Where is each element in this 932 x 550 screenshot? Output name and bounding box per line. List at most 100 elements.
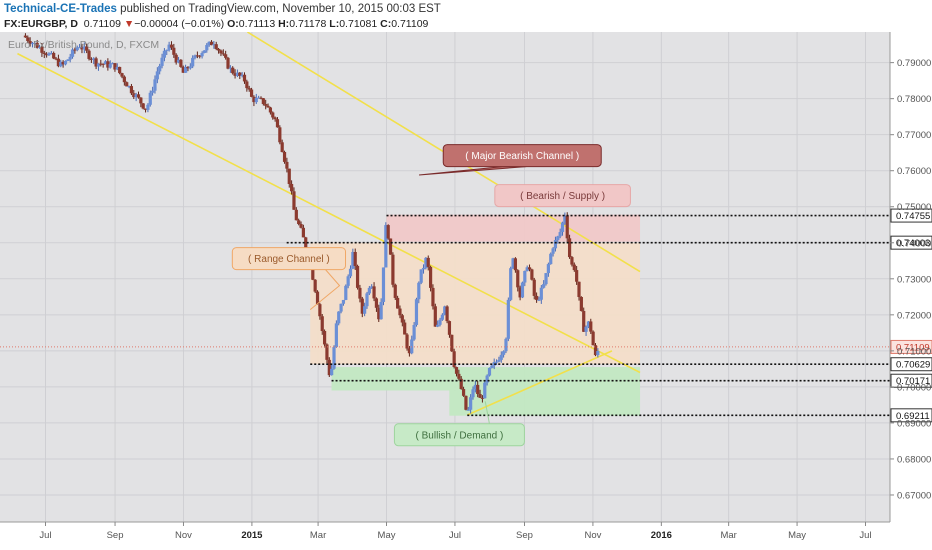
candle-up	[473, 384, 477, 390]
publish-info: Technical-CE-Trades published on Trading…	[4, 3, 441, 15]
y-tick-label: 0.76000	[897, 166, 931, 177]
candle-up	[471, 389, 475, 398]
candle-down	[593, 345, 598, 356]
candle-down	[247, 88, 251, 90]
candle-down	[273, 117, 277, 120]
candle-down	[318, 304, 322, 317]
candle-down	[209, 41, 214, 46]
high-value: 0.71178	[289, 18, 327, 30]
candle-up	[384, 225, 388, 268]
y-tick-label: 0.73000	[897, 274, 931, 285]
candle-up	[202, 50, 207, 53]
candle-down	[428, 266, 433, 288]
candle-up	[410, 339, 414, 354]
y-tick-label: 0.70000	[897, 382, 931, 393]
candle-up	[254, 97, 258, 103]
x-tick-label: 2015	[241, 530, 263, 541]
candle-down	[136, 94, 141, 98]
candle-down	[565, 215, 569, 239]
candle-up	[341, 299, 346, 304]
candle-down	[530, 269, 534, 280]
x-tick-label: Nov	[175, 530, 192, 541]
candle-down	[301, 227, 305, 238]
open-value: 0.71113	[238, 18, 276, 30]
candle-down	[459, 378, 463, 390]
candle-up	[193, 55, 197, 58]
candle-up	[502, 351, 506, 355]
candle-up	[66, 59, 70, 61]
candle-down	[353, 251, 357, 266]
close-label: C:	[380, 18, 392, 30]
candle-down	[280, 142, 284, 153]
publish-text: published on TradingView.com, November 1…	[116, 3, 441, 15]
candle-up	[466, 409, 470, 411]
candle-down	[299, 224, 303, 228]
candle-up	[235, 72, 240, 76]
candle-up	[68, 56, 72, 60]
candle-down	[186, 66, 190, 69]
x-tick-label: Jul	[39, 530, 51, 541]
candle-down	[179, 59, 183, 67]
candle-down	[268, 107, 273, 113]
candle-up	[339, 303, 343, 312]
candle-down	[264, 104, 268, 106]
candle-up	[544, 273, 548, 285]
candle-down	[101, 63, 105, 65]
candle-down	[322, 331, 327, 345]
candle-up	[499, 354, 503, 360]
candle-down	[579, 296, 583, 311]
candle-up	[553, 240, 558, 249]
candle-down	[129, 86, 134, 94]
author-link[interactable]: Technical-CE-Trades	[4, 3, 117, 15]
candle-up	[346, 276, 350, 286]
candle-up	[485, 375, 489, 383]
candle-up	[212, 44, 216, 46]
level-label-box	[890, 208, 932, 223]
high-label: H:	[278, 18, 290, 30]
candle-down	[372, 286, 376, 299]
y-tick-label: 0.79000	[897, 58, 931, 69]
candle-down	[532, 279, 536, 296]
range-zone	[310, 242, 641, 365]
candle-down	[259, 97, 263, 99]
candle-up	[596, 351, 600, 356]
candle-up	[184, 66, 188, 73]
candle-up	[334, 323, 338, 348]
candle-up	[549, 253, 553, 265]
candle-down	[28, 41, 32, 45]
candle-down	[575, 270, 579, 282]
candle-up	[108, 64, 112, 68]
candle-up	[200, 52, 204, 57]
annotation-text: ( Major Bearish Channel )	[465, 151, 579, 162]
candle-down	[198, 55, 202, 57]
candle-down	[431, 287, 435, 307]
candle-down	[245, 81, 249, 89]
price-chart[interactable]: ( Major Bearish Channel ) ( Bearish / Sup…	[0, 32, 932, 550]
candle-down	[391, 254, 395, 285]
candle-up	[75, 47, 79, 51]
candle-down	[249, 89, 254, 97]
level-label-box	[890, 357, 932, 372]
candle-down	[527, 267, 532, 270]
candle-up	[160, 57, 164, 66]
candle-down	[433, 306, 437, 327]
candle-up	[63, 60, 68, 65]
candle-up	[438, 319, 442, 325]
candle-up	[176, 59, 181, 63]
candle-down	[327, 359, 331, 376]
symbol-label[interactable]: FX:EURGBP, D	[4, 18, 78, 30]
candle-down	[275, 119, 280, 128]
candle-down	[450, 334, 454, 352]
chart-header: Technical-CE-Trades published on Trading…	[0, 0, 932, 32]
candle-down	[125, 82, 129, 87]
candle-down	[325, 344, 329, 360]
y-axis-background	[890, 32, 932, 522]
candle-up	[523, 270, 527, 283]
x-tick-label: Sep	[107, 530, 124, 541]
candle-up	[563, 215, 567, 223]
candle-up	[148, 92, 152, 105]
candle-down	[360, 298, 364, 314]
annotation-box	[442, 144, 602, 168]
candle-down	[113, 63, 117, 70]
candle-up	[436, 324, 440, 327]
